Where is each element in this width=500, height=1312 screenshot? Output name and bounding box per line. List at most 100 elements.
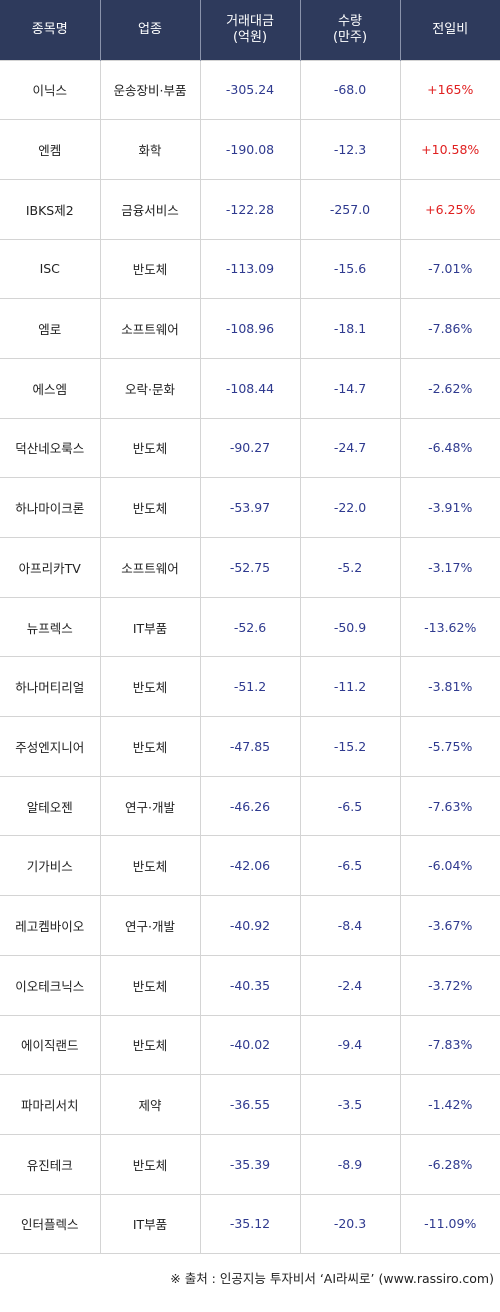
cell-quantity: -20.3 bbox=[299, 1193, 400, 1255]
cell-sector: 오락·문화 bbox=[99, 357, 200, 419]
cell-amount: -190.08 bbox=[199, 119, 300, 180]
cell-amount: -40.35 bbox=[199, 954, 300, 1015]
cell-stock-name: 주성엔지니어 bbox=[0, 716, 100, 777]
table-row: 덕산네오룩스 반도체 -90.27 -24.7 -6.48% bbox=[0, 417, 500, 478]
header-sector: 업종 bbox=[99, 0, 201, 60]
cell-quantity: -9.4 bbox=[299, 1014, 400, 1075]
table-row: 기가비스 반도체 -42.06 -6.5 -6.04% bbox=[0, 835, 500, 896]
cell-stock-name: 에스엠 bbox=[0, 357, 100, 419]
table-row: 이오테크닉스 반도체 -40.35 -2.4 -3.72% bbox=[0, 954, 500, 1015]
cell-amount: -113.09 bbox=[199, 238, 300, 299]
table-row: IBKS제2 금융서비스 -122.28 -257.0 +6.25% bbox=[0, 178, 500, 240]
table-row: 알테오젠 연구·개발 -46.26 -6.5 -7.63% bbox=[0, 775, 500, 836]
cell-stock-name: 유진테크 bbox=[0, 1133, 100, 1195]
cell-sector: IT부품 bbox=[99, 1193, 200, 1255]
cell-stock-name: 덕산네오룩스 bbox=[0, 417, 100, 478]
cell-change: +6.25% bbox=[399, 178, 500, 240]
cell-change: -6.04% bbox=[399, 835, 500, 896]
cell-sector: 반도체 bbox=[99, 954, 200, 1015]
cell-quantity: -22.0 bbox=[299, 477, 400, 538]
cell-stock-name: 알테오젠 bbox=[0, 775, 100, 836]
cell-change: -1.42% bbox=[399, 1074, 500, 1135]
cell-sector: 반도체 bbox=[99, 417, 200, 478]
table-row: 에스엠 오락·문화 -108.44 -14.7 -2.62% bbox=[0, 357, 500, 419]
cell-change: +165% bbox=[399, 59, 500, 120]
cell-sector: 금융서비스 bbox=[99, 178, 200, 240]
cell-quantity: -18.1 bbox=[299, 298, 400, 359]
cell-quantity: -6.5 bbox=[299, 835, 400, 896]
cell-change: +10.58% bbox=[399, 119, 500, 180]
cell-sector: 반도체 bbox=[99, 1133, 200, 1195]
cell-change: -7.83% bbox=[399, 1014, 500, 1075]
cell-quantity: -8.4 bbox=[299, 895, 400, 956]
cell-stock-name: 하나머티리얼 bbox=[0, 656, 100, 717]
cell-change: -3.17% bbox=[399, 537, 500, 598]
cell-change: -3.72% bbox=[399, 954, 500, 1015]
cell-sector: 제약 bbox=[99, 1074, 200, 1135]
cell-sector: 연구·개발 bbox=[99, 775, 200, 836]
cell-quantity: -50.9 bbox=[299, 596, 400, 657]
cell-amount: -53.97 bbox=[199, 477, 300, 538]
table-row: 엠로 소프트웨어 -108.96 -18.1 -7.86% bbox=[0, 298, 500, 359]
cell-change: -11.09% bbox=[399, 1193, 500, 1255]
cell-quantity: -14.7 bbox=[299, 357, 400, 419]
cell-quantity: -24.7 bbox=[299, 417, 400, 478]
cell-amount: -52.6 bbox=[199, 596, 300, 657]
cell-change: -6.28% bbox=[399, 1133, 500, 1195]
cell-amount: -46.26 bbox=[199, 775, 300, 836]
cell-sector: 소프트웨어 bbox=[99, 537, 200, 598]
cell-quantity: -2.4 bbox=[299, 954, 400, 1015]
header-amount: 거래대금 (억원) bbox=[199, 0, 301, 60]
cell-stock-name: 파마리서치 bbox=[0, 1074, 100, 1135]
cell-quantity: -11.2 bbox=[299, 656, 400, 717]
header-row: 종목명 업종 거래대금 (억원) 수량 (만주) 전일비 bbox=[0, 0, 500, 60]
cell-quantity: -6.5 bbox=[299, 775, 400, 836]
cell-change: -5.75% bbox=[399, 716, 500, 777]
cell-amount: -305.24 bbox=[199, 59, 300, 120]
table-body: 이닉스 운송장비·부품 -305.24 -68.0 +165% 엔켐 화학 -190.08 -1… bbox=[0, 59, 500, 1255]
cell-amount: -108.44 bbox=[199, 357, 300, 419]
cell-sector: IT부품 bbox=[99, 596, 200, 657]
cell-amount: -40.92 bbox=[199, 895, 300, 956]
cell-quantity: -3.5 bbox=[299, 1074, 400, 1135]
cell-change: -13.62% bbox=[399, 596, 500, 657]
cell-stock-name: 뉴프렉스 bbox=[0, 596, 100, 657]
cell-stock-name: ISC bbox=[0, 238, 100, 299]
cell-amount: -122.28 bbox=[199, 178, 300, 240]
cell-sector: 반도체 bbox=[99, 477, 200, 538]
cell-stock-name: 하나마이크론 bbox=[0, 477, 100, 538]
table-row: 주성엔지니어 반도체 -47.85 -15.2 -5.75% bbox=[0, 716, 500, 777]
cell-change: -7.86% bbox=[399, 298, 500, 359]
header-quantity: 수량 (만주) bbox=[299, 0, 401, 60]
table-row: 엔켐 화학 -190.08 -12.3 +10.58% bbox=[0, 119, 500, 180]
cell-change: -3.67% bbox=[399, 895, 500, 956]
cell-change: -7.01% bbox=[399, 238, 500, 299]
cell-stock-name: 레고켐바이오 bbox=[0, 895, 100, 956]
cell-stock-name: 기가비스 bbox=[0, 835, 100, 896]
table-row: 유진테크 반도체 -35.39 -8.9 -6.28% bbox=[0, 1133, 500, 1195]
cell-sector: 운송장비·부품 bbox=[99, 59, 200, 120]
source-note: ※ 출처 : 인공지능 투자비서 ‘AI라씨로’ (www.rassiro.co… bbox=[170, 1271, 494, 1287]
cell-sector: 반도체 bbox=[99, 716, 200, 777]
cell-change: -3.91% bbox=[399, 477, 500, 538]
cell-quantity: -15.2 bbox=[299, 716, 400, 777]
table-row: 이닉스 운송장비·부품 -305.24 -68.0 +165% bbox=[0, 59, 500, 120]
cell-amount: -108.96 bbox=[199, 298, 300, 359]
cell-sector: 반도체 bbox=[99, 238, 200, 299]
cell-stock-name: 이오테크닉스 bbox=[0, 954, 100, 1015]
cell-quantity: -257.0 bbox=[299, 178, 400, 240]
cell-stock-name: 아프리카TV bbox=[0, 537, 100, 598]
cell-change: -6.48% bbox=[399, 417, 500, 478]
cell-amount: -35.39 bbox=[199, 1133, 300, 1195]
cell-amount: -90.27 bbox=[199, 417, 300, 478]
cell-sector: 연구·개발 bbox=[99, 895, 200, 956]
table-row: 하나머티리얼 반도체 -51.2 -11.2 -3.81% bbox=[0, 656, 500, 717]
cell-change: -2.62% bbox=[399, 357, 500, 419]
table-row: 뉴프렉스 IT부품 -52.6 -50.9 -13.62% bbox=[0, 596, 500, 657]
cell-sector: 소프트웨어 bbox=[99, 298, 200, 359]
cell-stock-name: 인터플렉스 bbox=[0, 1193, 100, 1255]
cell-quantity: -5.2 bbox=[299, 537, 400, 598]
cell-amount: -52.75 bbox=[199, 537, 300, 598]
cell-stock-name: 엠로 bbox=[0, 298, 100, 359]
